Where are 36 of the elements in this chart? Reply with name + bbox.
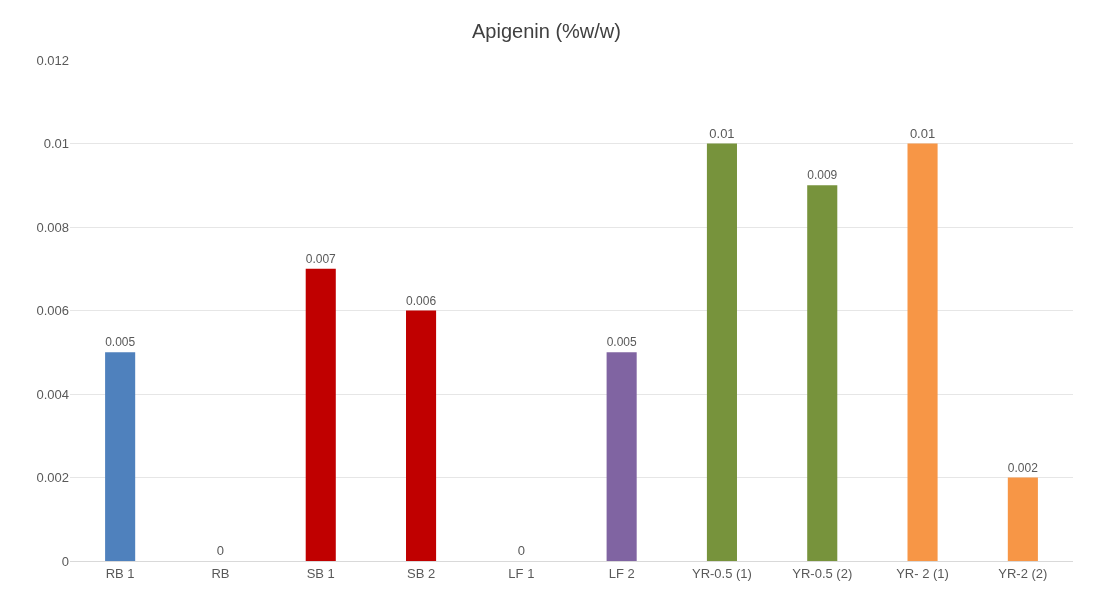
x-tick-label: LF 1 — [508, 565, 535, 581]
data-label: 0.006 — [406, 293, 437, 308]
y-tick-label: 0.008 — [36, 219, 69, 235]
x-tick-label: LF 2 — [608, 565, 635, 581]
data-label: 0.007 — [305, 251, 337, 266]
data-label: 0.009 — [807, 168, 838, 183]
bar — [105, 352, 136, 561]
data-label: 0 — [216, 543, 225, 558]
bar — [706, 143, 737, 561]
y-tick-label: 0.006 — [36, 303, 69, 319]
x-tick-label: YR-0.5 (1) — [691, 565, 752, 581]
data-label: 0 — [517, 543, 525, 558]
data-label: 0.005 — [606, 335, 637, 350]
bar — [807, 185, 838, 561]
data-label: 0.01 — [709, 125, 735, 141]
bar — [406, 310, 437, 561]
x-tick-label: SB 2 — [406, 565, 436, 581]
y-tick-label: 0.004 — [36, 386, 69, 402]
data-label: 0.005 — [105, 335, 136, 350]
x-tick-label: SB 1 — [306, 565, 335, 581]
y-tick-label: 0 — [61, 553, 69, 569]
x-tick-label: RB 1 — [105, 565, 135, 581]
x-tick-label: YR-2 (2) — [998, 565, 1048, 581]
x-tick-label: YR-0.5 (2) — [792, 565, 853, 581]
chart-title: Apigenin (%w/w) — [472, 20, 621, 43]
data-label: 0.01 — [909, 125, 936, 141]
bar — [1007, 477, 1038, 561]
x-tick-label: RB — [211, 565, 230, 581]
bar — [606, 352, 637, 561]
bar — [305, 268, 336, 561]
y-tick-label: 0.012 — [36, 52, 69, 68]
data-label: 0.002 — [1007, 460, 1039, 475]
x-tick-label: YR- 2 (1) — [896, 565, 949, 581]
bar — [907, 143, 938, 561]
y-tick-label: 0.002 — [36, 470, 69, 486]
y-tick-label: 0.01 — [43, 136, 69, 152]
